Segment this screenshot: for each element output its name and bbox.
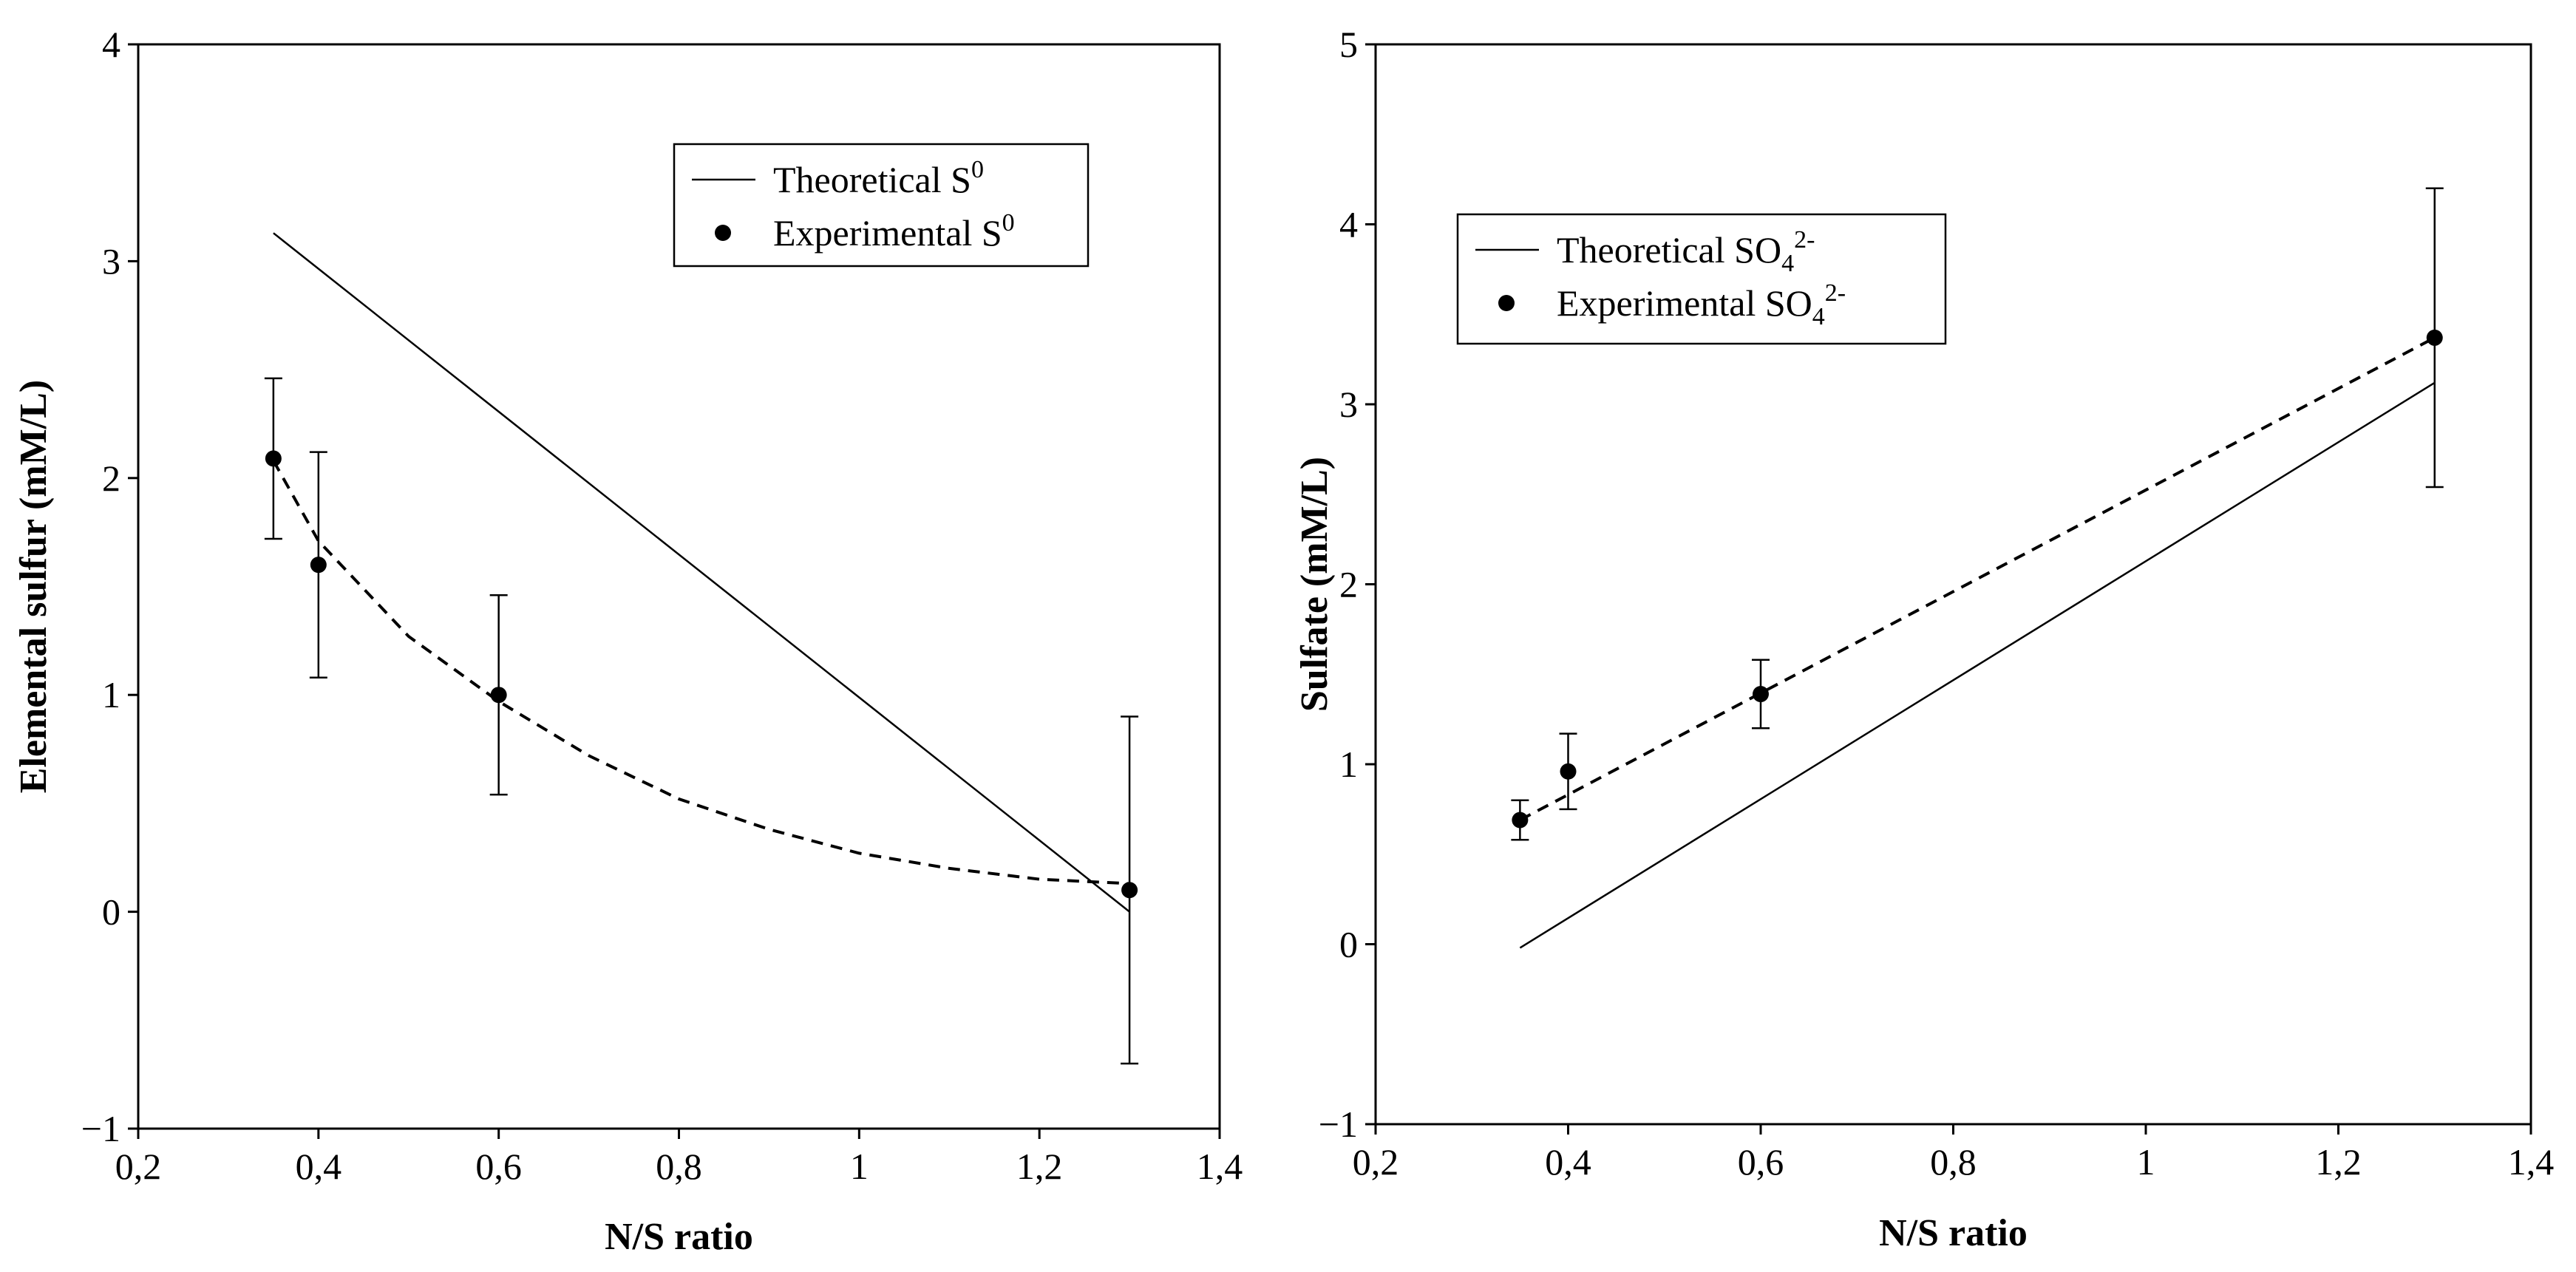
legend-dot-icon	[715, 225, 731, 241]
legend-dot-icon	[1498, 295, 1515, 311]
y-tick-label: 3	[1339, 384, 1358, 425]
x-tick-label: 0,4	[296, 1146, 342, 1187]
legend-superscript: 0	[1002, 209, 1015, 237]
legend-box	[1456, 213, 1947, 345]
x-tick-label: 0,2	[1353, 1141, 1399, 1183]
y-tick-label: 1	[102, 674, 120, 715]
x-tick-label: 1,4	[1197, 1146, 1243, 1187]
chart-panel-left: 0,2 0,4 0,6 0,8 1 1,2 1,4 −1 0 1 2 3 4 N/S ratio Eleme…	[13, 24, 1243, 1258]
x-tick-label: 1,4	[2508, 1141, 2555, 1183]
y-axis-title: Elemental sulfur (mM/L)	[13, 380, 55, 793]
y-tick-label: 4	[102, 24, 120, 65]
legend-subscript: 4	[1781, 250, 1794, 277]
y-tick-label: 0	[1339, 924, 1358, 965]
legend-subscript: 4	[1812, 303, 1825, 330]
x-tick-label: 1,2	[1016, 1146, 1063, 1187]
legend-label: Experimental S0	[773, 209, 1015, 254]
legend-label: Experimental SO42-	[1557, 279, 1846, 330]
legend-box	[673, 143, 1090, 268]
x-tick-label: 0,6	[475, 1146, 522, 1187]
x-tick-label: 0,6	[1738, 1141, 1784, 1183]
data-point	[1512, 812, 1529, 829]
y-tick-label: 4	[1339, 204, 1358, 245]
y-tick-label: −1	[1319, 1103, 1358, 1145]
data-point	[310, 557, 327, 574]
x-tick-label: 0,8	[656, 1146, 702, 1187]
legend-superscript: 2-	[1794, 226, 1815, 254]
fit-dashed-line	[1519, 336, 2436, 822]
x-tick-label: 1,2	[2315, 1141, 2362, 1183]
y-tick-label: 2	[1339, 564, 1358, 605]
y-tick-label: 5	[1339, 24, 1358, 65]
legend-superscript: 2-	[1825, 279, 1846, 307]
x-tick-label: 1	[2137, 1141, 2155, 1183]
theoretical-line	[273, 232, 1130, 913]
data-point	[1560, 763, 1577, 780]
x-tick-label: 1	[850, 1146, 869, 1187]
x-tick-label: 0,8	[1930, 1141, 1977, 1183]
y-axis-title: Sulfate (mM/L)	[1294, 457, 1336, 712]
x-axis-title: N/S ratio	[1879, 1212, 2028, 1254]
plot-frame	[1374, 43, 2532, 1126]
legend-label: Theoretical S0	[773, 156, 984, 200]
y-tick-label: 0	[102, 891, 120, 933]
data-point	[2426, 329, 2443, 346]
data-point	[1121, 882, 1138, 899]
x-axis-title: N/S ratio	[605, 1216, 753, 1258]
data-point	[265, 450, 282, 467]
data-point	[1753, 686, 1769, 703]
theoretical-line	[1519, 381, 2436, 949]
fit-dashed-line	[272, 460, 1130, 885]
x-tick-label: 0,2	[115, 1146, 162, 1187]
y-tick-label: −1	[81, 1108, 120, 1149]
x-tick-label: 0,4	[1545, 1141, 1591, 1183]
legend-superscript: 0	[971, 156, 984, 183]
y-tick-label: 2	[102, 458, 120, 499]
data-point	[490, 687, 507, 704]
y-tick-label: 1	[1339, 744, 1358, 785]
legend-label: Theoretical SO42-	[1557, 226, 1815, 277]
chart-panel-right: 0,2 0,4 0,6 0,8 1 1,2 1,4 −1 0 1 2 3 4 5 N/S ratio Sulf…	[1294, 24, 2554, 1254]
y-tick-label: 3	[102, 240, 120, 282]
